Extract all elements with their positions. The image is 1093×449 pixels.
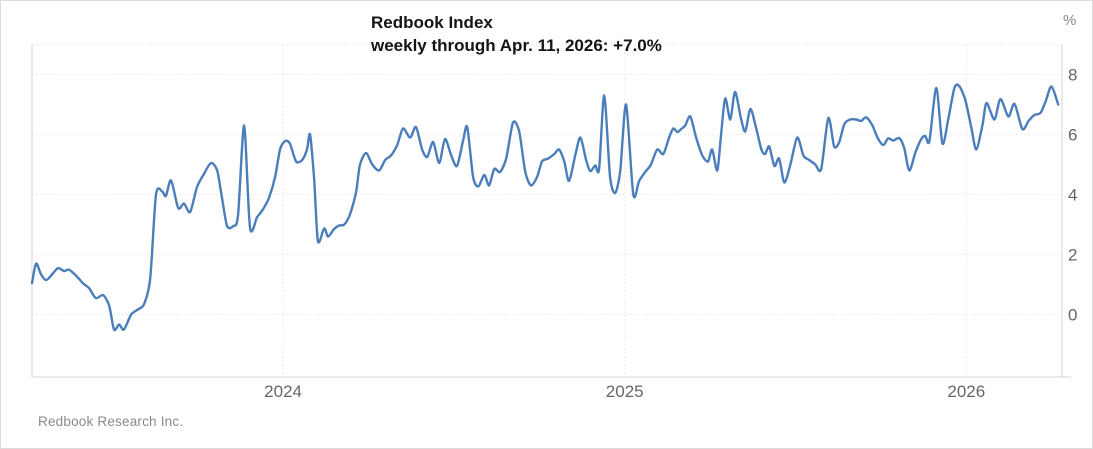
x-axis-tick-label: 2025 bbox=[606, 382, 644, 401]
source-attribution: Redbook Research Inc. bbox=[38, 414, 184, 429]
redbook-index-series-line bbox=[30, 83, 1060, 332]
y-axis-tick-label: 4 bbox=[1068, 186, 1077, 205]
chart-title-block: Redbook Index weekly through Apr. 11, 20… bbox=[371, 11, 662, 57]
chart-title: Redbook Index bbox=[371, 13, 493, 32]
y-axis-tick-label: 0 bbox=[1068, 306, 1077, 325]
x-axis-tick-label: 2026 bbox=[947, 382, 985, 401]
x-axis-tick-label: 2024 bbox=[264, 382, 302, 401]
y-axis-tick-label: 6 bbox=[1068, 126, 1077, 145]
y-axis-tick-label: 8 bbox=[1068, 66, 1077, 85]
chart-subtitle: weekly through Apr. 11, 2026: +7.0% bbox=[371, 36, 662, 55]
y-axis-tick-label: 2 bbox=[1068, 246, 1077, 265]
y-axis-unit-label: % bbox=[1063, 12, 1076, 29]
